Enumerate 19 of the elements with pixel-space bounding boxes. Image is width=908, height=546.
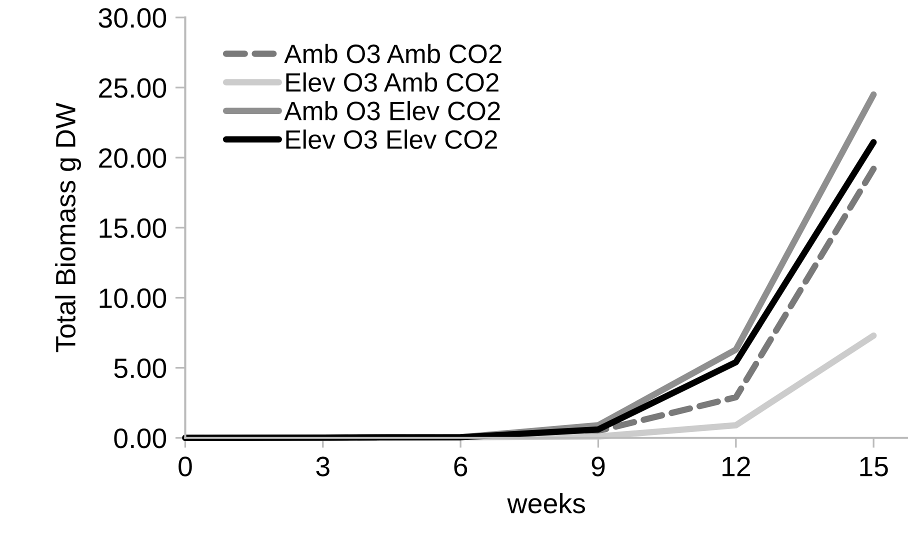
x-tick-label: 9 <box>592 456 605 476</box>
x-tick-label: 3 <box>316 456 330 476</box>
x-tick-label: 6 <box>454 456 468 476</box>
legend-label: Amb O3 Elev CO2 <box>284 100 500 120</box>
legend-label: Amb O3 Amb CO2 <box>284 44 502 64</box>
y-tick-label: 30.00 <box>98 8 166 28</box>
y-tick-label: 15.00 <box>100 218 166 238</box>
y-tick-label: 5.00 <box>114 358 166 378</box>
y-axis-title: Total Biomass g DW <box>55 102 82 352</box>
x-tick-label: 15 <box>860 456 888 476</box>
y-tick-label: 0.00 <box>114 428 166 448</box>
x-tick-label: 12 <box>722 456 750 476</box>
x-axis-title: weeks <box>507 492 585 514</box>
y-tick-label: 25.00 <box>99 78 166 98</box>
legend-label: Elev O3 Amb CO2 <box>286 72 498 92</box>
y-tick-label: 20.00 <box>99 148 166 168</box>
legend-label: Elev O3 Elev CO2 <box>286 130 497 149</box>
x-tick-label: 0 <box>178 456 192 476</box>
y-tick-label: 10.00 <box>100 288 166 308</box>
